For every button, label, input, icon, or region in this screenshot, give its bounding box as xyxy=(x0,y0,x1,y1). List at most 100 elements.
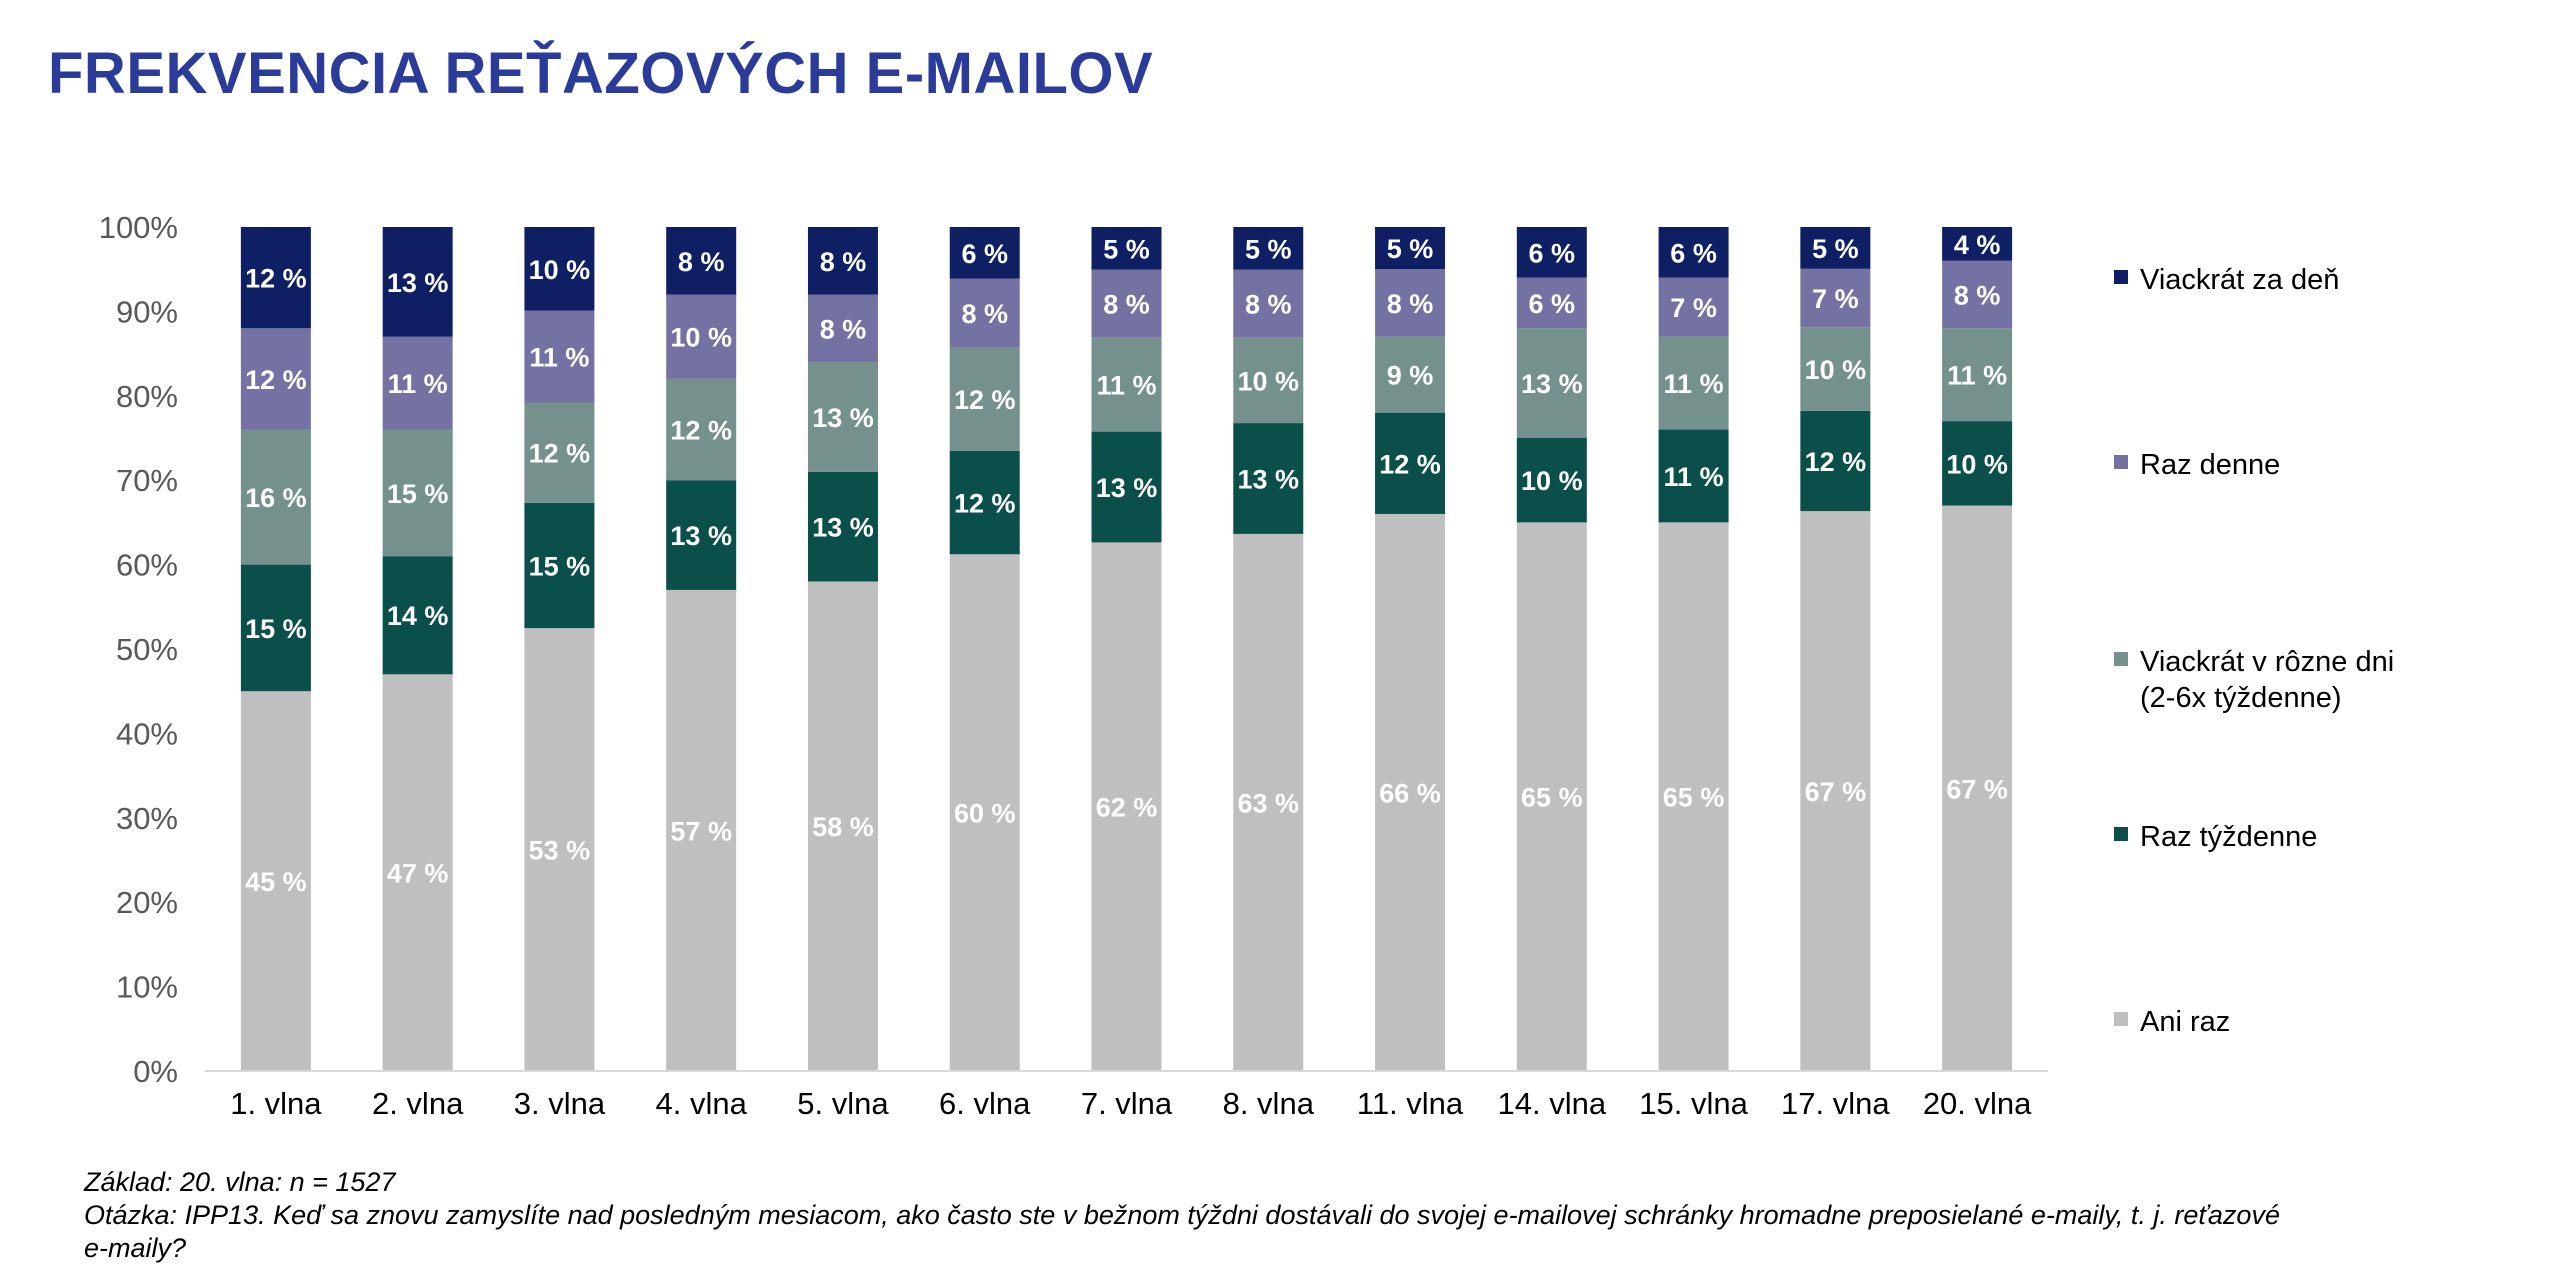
legend-label: Viackrát za deň xyxy=(2140,264,2339,296)
data-label: 62 % xyxy=(1096,793,1158,823)
legend-swatch xyxy=(2114,455,2128,469)
bar-segment xyxy=(1800,511,1871,1072)
bar-segment xyxy=(1091,337,1162,432)
bar-segment xyxy=(524,502,595,629)
data-label: 12 % xyxy=(245,365,307,395)
data-label: 8 % xyxy=(1954,281,2001,311)
data-label: 10 % xyxy=(670,323,732,353)
data-label: 11 % xyxy=(388,369,448,399)
data-label: 12 % xyxy=(1805,447,1867,477)
bar-segment xyxy=(807,294,878,363)
bar-segment xyxy=(666,294,737,379)
category-label: 14. vlna xyxy=(1498,1086,1607,1121)
data-label: 8 % xyxy=(1103,290,1150,320)
data-label: 45 % xyxy=(245,867,307,897)
legend-swatch xyxy=(2114,1012,2128,1026)
data-label: 8 % xyxy=(820,247,867,277)
bar-segment xyxy=(240,328,311,430)
data-label: 58 % xyxy=(812,812,874,842)
bar-segment xyxy=(666,589,737,1071)
bar-segment xyxy=(382,336,453,430)
data-label: 57 % xyxy=(670,816,732,846)
category-label: 3. vlna xyxy=(514,1086,606,1121)
bar-segment xyxy=(382,556,453,675)
data-label: 10 % xyxy=(1946,449,2008,479)
data-label: 10 % xyxy=(1521,466,1583,496)
category-label: 7. vlna xyxy=(1081,1086,1173,1121)
y-tick-label: 80% xyxy=(116,379,178,414)
category-label: 17. vlna xyxy=(1781,1086,1890,1121)
data-label: 12 % xyxy=(954,489,1016,519)
bar-segment xyxy=(1942,421,2013,506)
bar-segment xyxy=(1233,533,1304,1071)
bar-segment xyxy=(1658,522,1729,1071)
data-label: 13 % xyxy=(387,268,449,298)
bar-segment xyxy=(1942,505,2013,1071)
data-label: 8 % xyxy=(1245,290,1292,320)
bar-segment xyxy=(1233,227,1304,270)
bar-segment xyxy=(524,402,595,503)
category-label: 11. vlna xyxy=(1357,1086,1464,1121)
y-tick-label: 30% xyxy=(116,801,178,836)
bar-segment xyxy=(1658,277,1729,337)
bar-segment xyxy=(1658,336,1729,430)
data-label: 12 % xyxy=(529,439,591,469)
bar-segment xyxy=(807,581,878,1071)
page-title: FREKVENCIA REŤAZOVÝCH E-MAILOV xyxy=(48,41,1154,106)
category-label: 6. vlna xyxy=(939,1086,1031,1121)
bar-segment xyxy=(1375,412,1446,514)
bar-segment xyxy=(1091,542,1162,1071)
legend-label: Raz týždenne xyxy=(2140,821,2317,853)
data-label: 7 % xyxy=(1670,293,1717,323)
legend-swatch xyxy=(2114,270,2128,284)
bar-segment xyxy=(524,227,595,311)
bar-segment xyxy=(1516,328,1587,438)
bar-segment xyxy=(382,674,453,1071)
data-label: 15 % xyxy=(245,614,307,644)
bar-segment xyxy=(1375,513,1446,1071)
question-note: Otázka: IPP13. Keď sa znovu zamyslíte na… xyxy=(84,1200,2280,1230)
data-label: 7 % xyxy=(1812,284,1859,314)
data-label: 12 % xyxy=(1379,449,1441,479)
data-label: 67 % xyxy=(1805,777,1867,807)
data-label: 67 % xyxy=(1946,774,2008,804)
data-label: 12 % xyxy=(954,385,1016,415)
data-label: 13 % xyxy=(670,521,732,551)
bar-segment xyxy=(382,227,453,337)
bar-segment xyxy=(382,429,453,557)
bar-segment xyxy=(1658,429,1729,523)
category-label: 1. vlna xyxy=(230,1086,322,1121)
y-tick-label: 20% xyxy=(116,885,178,920)
bar-segment xyxy=(807,362,878,472)
y-tick-label: 70% xyxy=(116,463,178,498)
data-label: 11 % xyxy=(1664,462,1724,492)
y-tick-label: 10% xyxy=(116,970,178,1005)
bar-segment xyxy=(1942,227,2013,261)
bar-segment xyxy=(1800,410,1871,512)
data-label: 5 % xyxy=(1245,234,1292,264)
data-label: 11 % xyxy=(1664,369,1724,399)
stacked-bar-chart: 0% 10% 20% 30% 40% 50% 60% 70% 80% 90% 100% 45 % 15 … xyxy=(99,210,2394,1121)
y-tick-label: 100% xyxy=(99,210,178,245)
data-label: 12 % xyxy=(670,416,732,446)
bar-segment xyxy=(1516,227,1587,278)
data-label: 60 % xyxy=(954,799,1016,829)
data-label: 15 % xyxy=(387,479,449,509)
data-label: 63 % xyxy=(1237,788,1299,818)
y-tick-label: 40% xyxy=(116,716,178,751)
bar-segment xyxy=(1658,227,1729,278)
data-label: 13 % xyxy=(1521,369,1583,399)
data-label: 5 % xyxy=(1387,234,1434,264)
bar-segment xyxy=(949,450,1020,555)
y-tick-label: 90% xyxy=(116,294,178,329)
bar-segment xyxy=(240,564,311,692)
legend-label: Raz denne xyxy=(2140,449,2280,481)
legend-swatch xyxy=(2114,827,2128,841)
legend-label: Ani raz xyxy=(2140,1006,2230,1038)
bar-segment xyxy=(240,691,311,1071)
data-label: 11 % xyxy=(1947,361,2007,391)
y-tick-label: 60% xyxy=(116,548,178,583)
bar-segment xyxy=(949,278,1020,348)
legend-label: (2-6x týždenne) xyxy=(2140,682,2342,714)
legend-swatch xyxy=(2114,652,2128,666)
